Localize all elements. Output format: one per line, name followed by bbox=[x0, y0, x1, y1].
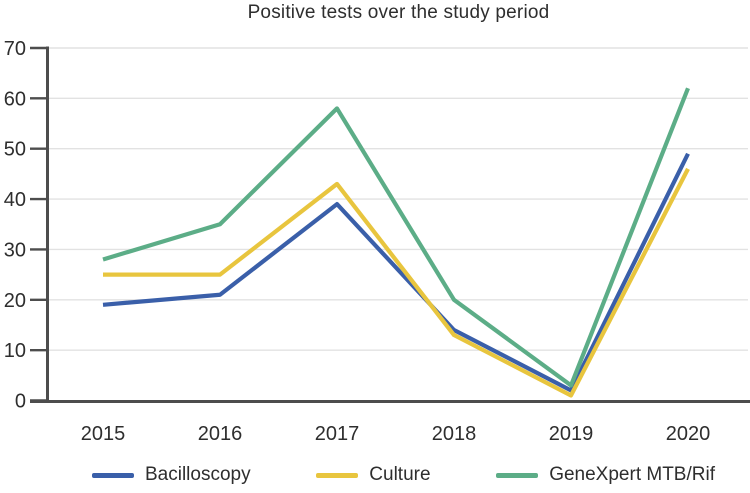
legend-label-genexpert: GeneXpert MTB/Rif bbox=[549, 464, 715, 485]
x-axis-label: 2016 bbox=[198, 423, 243, 445]
x-axis-label: 2020 bbox=[666, 423, 711, 445]
series-line-culture bbox=[103, 167, 690, 398]
legend-item-genexpert: GeneXpert MTB/Rif bbox=[496, 464, 715, 486]
series-line-genexpert-mtb-rif bbox=[102, 87, 690, 388]
y-axis-label: 10 bbox=[4, 340, 26, 362]
chart-title: Positive tests over the study period bbox=[247, 2, 550, 23]
chart-canvas: 0 10 20 30 40 50 60 70 2015 2016 2017 2018 2019 2020 bbox=[4, 38, 750, 445]
legend-label-culture: Culture bbox=[369, 464, 431, 485]
legend-item-culture: Culture bbox=[316, 464, 431, 486]
y-axis-label: 50 bbox=[4, 139, 26, 161]
y-axis-label: 40 bbox=[4, 189, 26, 211]
legend-swatch-culture bbox=[316, 472, 359, 478]
y-axis-label: 0 bbox=[15, 391, 26, 413]
y-axis-label: 30 bbox=[4, 239, 26, 261]
y-axis-label: 20 bbox=[4, 290, 26, 312]
legend-swatch-bacilloscopy bbox=[92, 472, 134, 478]
x-axis-label: 2015 bbox=[81, 423, 126, 445]
chart-legend: Bacilloscopy Culture GeneXpert MTB/Rif bbox=[92, 460, 715, 490]
legend-label-bacilloscopy: Bacilloscopy bbox=[145, 464, 251, 485]
x-axis-label: 2017 bbox=[315, 423, 360, 445]
y-axis-label: 60 bbox=[4, 88, 26, 110]
series-line-bacilloscopy bbox=[102, 152, 690, 393]
x-axis-label: 2018 bbox=[432, 423, 477, 445]
legend-item-bacilloscopy: Bacilloscopy bbox=[92, 464, 251, 486]
y-axis-label: 70 bbox=[4, 38, 26, 60]
legend-swatch-genexpert bbox=[496, 472, 539, 478]
x-axis-label: 2019 bbox=[549, 423, 594, 445]
